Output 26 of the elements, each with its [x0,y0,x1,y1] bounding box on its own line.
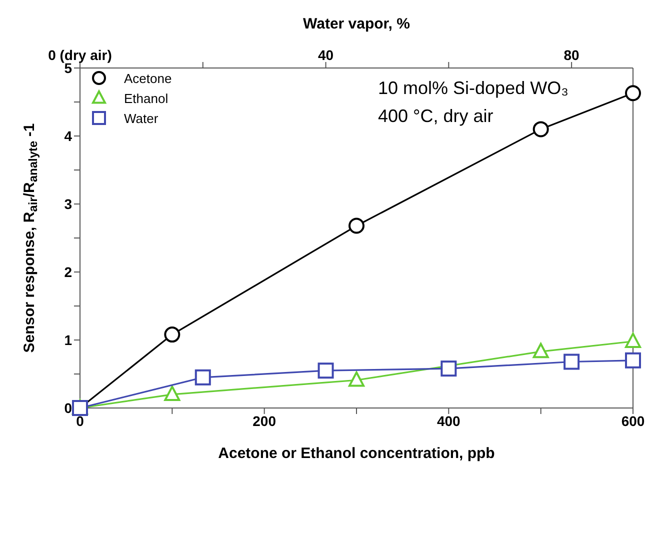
point [625,332,641,348]
legend-label: Ethanol [124,90,168,106]
y-tick-label: 2 [64,264,72,280]
point [348,371,364,387]
legend-label: Acetone [124,70,172,86]
x-tick-label: 0 [76,412,84,429]
y-tick-label: 1 [64,332,72,348]
x2-axis-title: Water vapor, % [303,16,410,33]
point [348,218,364,234]
x-tick-label: 200 [252,412,276,429]
x2-tick-label: 40 [318,47,334,63]
x-axis-title: Acetone or Ethanol concentration, ppb [218,445,495,462]
point [164,386,180,401]
legend-label: Water [124,110,158,126]
point [164,326,180,343]
x-tick-label: 400 [436,412,461,429]
y-tick-label: 4 [64,128,72,144]
point [532,342,549,358]
annotation-text: 10 mol% Si-doped WO₃ 400 °C, dry air [378,77,568,128]
point [625,85,641,102]
x-tick-label: 600 [621,412,645,429]
point [532,121,549,138]
x2-tick-label: 0 (dry air) [48,47,112,63]
y-tick-label: 0 [64,400,72,416]
y-tick-label: 3 [64,196,72,212]
x2-tick-label: 80 [564,47,580,63]
